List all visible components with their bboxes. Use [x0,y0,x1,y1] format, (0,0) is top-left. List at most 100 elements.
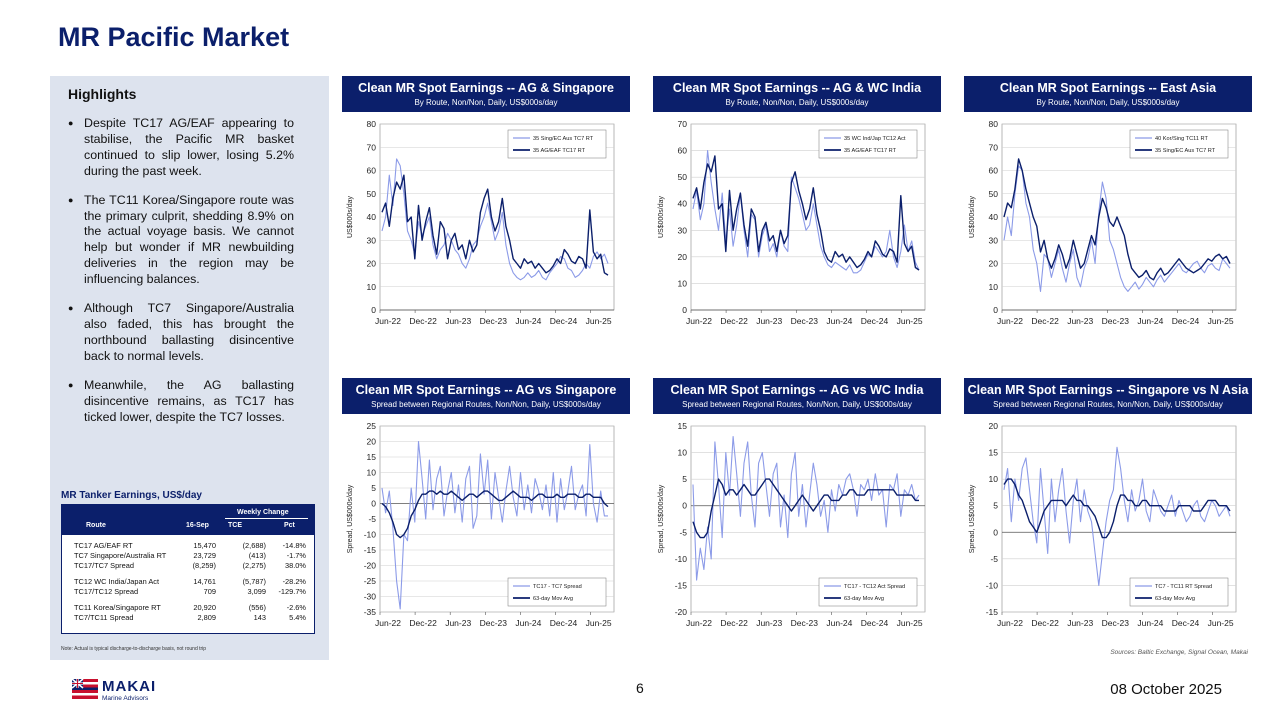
y-tick-label: 5 [993,501,998,511]
pct-change-cell: -1.7% [286,551,306,560]
y-tick-label: -15 [364,545,377,555]
legend-box [507,577,607,607]
chart-east-asia: 0 10 20 30 40 50 60 70 80 US$000s/day Jun-22 Dec-22… [969,119,1237,326]
route-column-header: Route [86,522,106,529]
chart-header: Clean MR Spot Earnings -- Singapore vs N… [964,378,1252,414]
x-tick-label: Dec-22 [1031,316,1059,326]
pct-change-cell: -14.8% [282,541,306,550]
y-tick-label: -15 [986,607,999,617]
series-line-1 [1003,446,1231,586]
earnings-table-title: MR Tanker Earnings, US$/day [61,490,202,501]
y-tick-label: 10 [989,474,999,484]
x-tick-label: Jun-23 [1067,316,1093,326]
chart-title: Clean MR Spot Earnings -- AG vs Singapor… [355,383,617,397]
y-tick-label: 15 [989,448,999,458]
y-tick-label: 5 [682,474,687,484]
chart-ag-wc-india: 0 10 20 30 40 50 60 70 US$000s/day Jun-22 Dec-22 Ju… [658,119,926,326]
chart-header: Clean MR Spot Earnings -- AG vs Singapor… [342,378,630,414]
table-group: TC12 WC India/Japan Act 14,761 (5,787) -28.… [62,577,314,597]
y-axis-label: Spread, US$000s/day [658,484,665,553]
y-tick-label: 5 [371,483,376,493]
legend-label: 35 WC Ind/Jap TC12 Act [844,136,906,142]
legend-box [1129,129,1229,159]
legend-label: 35 AG/EAF TC17 RT [533,148,586,154]
y-axis-label: Spread, US$000s/day [969,484,976,553]
x-tick-label: Dec-24 [550,316,578,326]
tce-change-cell: 3,099 [247,587,267,596]
table-row: TC7 Singapore/Australia RT 23,729 (413) -1.… [62,551,314,561]
x-tick-label: Jun-25 [1208,618,1234,628]
x-tick-label: Jun-24 [515,316,541,326]
flag-icon [71,678,98,699]
table-note: Note: Actual is typical discharge-to-dis… [61,646,207,652]
x-tick-label: Jun-25 [897,618,923,628]
tce-change-cell: (2,275) [242,561,266,570]
y-axis-label: US$000s/day [347,195,354,238]
y-tick-label: 50 [678,172,688,182]
pct-change-cell: 38.0% [285,561,306,570]
pct-change-cell: 5.4% [289,613,306,622]
table-group: TC11 Korea/Singapore RT 20,920 (556) -2.6% T… [62,603,314,623]
y-tick-label: 0 [682,501,687,511]
chart-subtitle: By Route, Non/Non, Daily, US$000s/day [725,98,869,107]
x-tick-label: Jun-23 [445,316,471,326]
x-tick-label: Jun-22 [997,618,1023,628]
series-line-1 [692,150,920,274]
series-line-2 [1003,158,1231,281]
x-tick-label: Jun-22 [686,618,712,628]
y-tick-label: 0 [371,499,376,509]
x-tick-label: Jun-23 [445,618,471,628]
y-tick-label: 50 [367,189,377,199]
route-cell: TC11 Korea/Singapore RT [74,603,161,612]
y-tick-label: 20 [367,437,377,447]
chart-singapore-vs-n-asia: -15 -10 -5 0 5 10 15 20 Spread, US$000s/day Jun-2… [969,421,1237,628]
legend-label: 40 Kor/Sing TC11 RT [1155,136,1208,142]
table-row: TC7/TC11 Spread 2,809 143 5.4% [62,613,314,623]
y-tick-label: 20 [989,259,999,269]
highlight-item: Despite TC17 AG/EAF appearing to stabili… [68,116,294,180]
tce-change-cell: (5,787) [242,577,266,586]
legend-label: 35 Sing/EC Aus TC7 RT [1155,148,1216,154]
x-tick-label: Jun-23 [1067,618,1093,628]
chart-title: Clean MR Spot Earnings -- AG & WC India [672,81,922,95]
x-tick-label: Dec-22 [720,316,748,326]
y-tick-label: 40 [678,199,688,209]
table-row: TC17/TC7 Spread (8,259) (2,275) 38.0% [62,561,314,571]
y-tick-label: -5 [679,527,687,537]
highlight-item: Meanwhile, the AG ballasting disincentiv… [68,378,294,426]
x-tick-label: Dec-24 [550,618,578,628]
x-tick-label: Dec-22 [409,316,437,326]
y-tick-label: -30 [364,592,377,602]
x-tick-label: Jun-25 [897,316,923,326]
table-row: TC17 AG/EAF RT 15,470 (2,688) -14.8% [62,541,314,551]
y-tick-label: -10 [675,554,688,564]
x-tick-label: Dec-23 [1102,618,1130,628]
y-tick-label: 0 [371,305,376,315]
chart-subtitle: Spread between Regional Routes, Non/Non,… [682,400,912,409]
legend-label: TC17 - TC7 Spread [533,584,582,590]
chart-title: Clean MR Spot Earnings -- AG vs WC India [670,383,924,397]
table-row: TC17/TC12 Spread 709 3,099 -129.7% [62,587,314,597]
x-tick-label: Jun-22 [375,316,401,326]
legend-label: TC7 - TC11 RT Spread [1155,584,1212,590]
legend-label: 63-day Mov Avg [844,596,884,602]
y-tick-label: -5 [990,554,998,564]
y-tick-label: 25 [367,421,377,431]
y-tick-label: 70 [989,142,999,152]
chart-subtitle: By Route, Non/Non, Daily, US$000s/day [1036,98,1180,107]
x-tick-label: Jun-23 [756,316,782,326]
series-line-1 [692,436,920,581]
chart-panel-ag-vs-singapore: Clean MR Spot Earnings -- AG vs Singapor… [342,378,630,628]
y-tick-label: -35 [364,607,377,617]
y-tick-label: 60 [989,166,999,176]
x-tick-label: Jun-24 [1137,316,1163,326]
series-line-1 [1003,165,1231,292]
x-tick-label: Dec-23 [480,618,508,628]
series-line-1 [381,440,608,610]
value-cell: 20,920 [193,603,216,612]
y-tick-label: -10 [364,530,377,540]
legend-box [507,129,607,159]
table-group: TC17 AG/EAF RT 15,470 (2,688) -14.8% TC7 Sin… [62,541,314,571]
legend-label: 35 Sing/EC Aus TC7 RT [533,136,594,142]
legend-label: 35 AG/EAF TC17 RT [844,148,897,154]
